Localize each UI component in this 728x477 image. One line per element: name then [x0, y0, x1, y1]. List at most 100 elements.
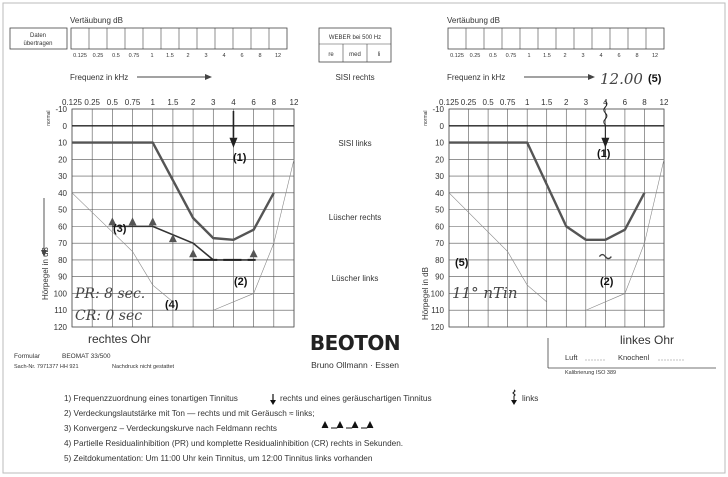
- grid-right-freq-tick: 6: [623, 98, 628, 107]
- noise-masking-mark-left: [598, 253, 612, 260]
- grid-right-freq-tick: 2: [564, 98, 569, 107]
- y-axis-label-left: Hörpegel in dB: [41, 247, 50, 300]
- feldmann-triangle-icon: [189, 249, 198, 258]
- y-arrowhead-left-icon: [41, 250, 47, 257]
- weber-panel: WEBER bei 500 Hz re med li: [318, 27, 392, 63]
- grid-left-freq-tick: 0.5: [107, 98, 119, 107]
- mask-cell-right-freq: 0.75: [506, 53, 517, 59]
- ear-label-right: rechtes Ohr: [88, 332, 151, 346]
- beoton-logo: BEOTON: [310, 331, 401, 355]
- grid-right-guide-left: [448, 192, 547, 303]
- pr-handwriting: PR: 8 sec.: [74, 286, 145, 302]
- grid-right-freq-tick: 4: [603, 98, 608, 107]
- grid-left-freq-tick: 4: [231, 98, 236, 107]
- grid-right-normal-label: normal: [423, 110, 429, 125]
- mask-cell-right-freq: 1: [527, 53, 530, 59]
- grid-left-threshold-curve: [72, 141, 275, 241]
- grid-right-freq-tick: 3: [584, 98, 589, 107]
- audiogram-left-ear: 0.125 0.25 0.5 0.75 1 1.5 2 3 4 6 8 12 -10 0 10 20 30 40 5…: [423, 98, 669, 332]
- formular-value: BEOMAT 33/500: [62, 353, 111, 360]
- feldmann-triangle-icon: [168, 234, 177, 243]
- freq-label-right: Frequenz in kHz: [447, 73, 505, 82]
- feldmann-triangle-icon: [148, 217, 157, 226]
- marker-2-left: (2): [234, 276, 248, 288]
- mask-cell-right-freq: 8: [635, 53, 638, 59]
- ear-label-left: linkes Ohr: [620, 333, 674, 347]
- feldmann-triangle-icon: [249, 249, 258, 258]
- freq-arrowhead-right-icon: [588, 74, 595, 80]
- formular-label: Formular: [14, 353, 41, 360]
- legend: 1) Frequenzzuordnung eines tonartigen Ti…: [64, 389, 538, 463]
- mask-cell-left-freq: 3: [204, 53, 207, 59]
- grid-right-freq-tick: 12: [660, 98, 669, 107]
- grid-left-db-tick: 10: [58, 139, 67, 148]
- grid-right-freq-tick: 8: [642, 98, 647, 107]
- y-axis-label-right: Hörpegel in dB: [421, 267, 430, 320]
- grid-right-freq-tick: 0.125: [439, 98, 460, 107]
- daten-uebertragen-button[interactable]: [9, 27, 68, 50]
- grid-left-freq-tick: 12: [290, 98, 299, 107]
- grid-right-db-tick: 30: [435, 172, 444, 181]
- grid-left-db-tick: 40: [58, 189, 67, 198]
- grid-left-db-tick: 120: [54, 323, 68, 332]
- mask-cell-left-freq: 4: [222, 53, 225, 59]
- weber-li[interactable]: li: [378, 52, 381, 58]
- grid-left-guide-right: [213, 159, 295, 311]
- marker-4-left: (4): [165, 299, 179, 311]
- grid-left-db-tick: 100: [54, 289, 68, 298]
- marker-2-right: (2): [600, 276, 614, 288]
- grid-right-freq-tick: 0.5: [483, 98, 495, 107]
- grid-right-freq-tick: 0.75: [500, 98, 516, 107]
- knochen-label: Knochenl: [618, 353, 650, 362]
- mask-cell-left-freq: 0.25: [93, 53, 104, 59]
- grid-left-db-tick: -10: [55, 105, 67, 114]
- luft-label: Luft: [565, 353, 578, 362]
- legend-line-4: 4) Partielle Residualinhibition (PR) und…: [64, 439, 403, 448]
- grid-right-freq-tick: 0.25: [461, 98, 477, 107]
- grid-left-freq-tick: 0.125: [62, 98, 83, 107]
- grid-right-threshold-curve: [449, 141, 646, 241]
- kalibrierung-note: Kalibrierung ISO 389: [565, 370, 616, 376]
- grid-left-freq-tick: 2: [191, 98, 196, 107]
- grid-left-db-tick: 70: [58, 239, 67, 248]
- time-handwriting-11: 11° nTin: [452, 284, 517, 302]
- grid-right-db-tick: -10: [432, 105, 444, 114]
- weber-med[interactable]: med: [349, 52, 361, 58]
- marker-5-right: (5): [455, 257, 469, 269]
- mask-cell-right-freq: 6: [617, 53, 620, 59]
- mask-cell-left-freq: 6: [240, 53, 243, 59]
- mask-cell-left-freq: 12: [275, 53, 281, 59]
- weber-re[interactable]: re: [328, 52, 334, 58]
- grid-right-db-tick: 10: [435, 139, 444, 148]
- weber-title: WEBER bei 500 Hz: [329, 35, 381, 41]
- mask-cell-right-freq: 0.25: [470, 53, 481, 59]
- grid-left-db-tick: 30: [58, 172, 67, 181]
- grid-right-db-tick: 80: [435, 256, 444, 265]
- daten-label-2: übertragen: [23, 41, 52, 47]
- grid-right-db-tick: 120: [431, 323, 445, 332]
- grid-right-tinnitus-arrowhead-icon: [601, 137, 610, 148]
- grid-left-freq-tick: 0.75: [125, 98, 141, 107]
- mask-cell-left-freq: 8: [258, 53, 261, 59]
- mask-cell-right-freq: 12: [652, 53, 658, 59]
- freq-arrowhead-left-icon: [205, 74, 212, 80]
- mask-cell-left-freq: 1: [150, 53, 153, 59]
- legend-line-1b: rechts und eines geräuschartigen Tinnitu…: [280, 394, 432, 403]
- grid-left-freq-tick: 3: [211, 98, 216, 107]
- grid-left-db-tick: 80: [58, 256, 67, 265]
- mask-cell-right-freq: 2: [563, 53, 566, 59]
- vertaeubung-label-left: Vertäubung dB: [70, 16, 123, 25]
- legend-line-5: 5) Zeitdokumentation: Um 11:00 Uhr kein …: [64, 454, 373, 463]
- grid-right-db-tick: 50: [435, 206, 444, 215]
- grid-left-db-tick: 60: [58, 222, 67, 231]
- mask-cell-right-freq: 0.5: [489, 53, 497, 59]
- grid-left-db-tick: 110: [54, 306, 67, 315]
- grid-right-freq-tick: 1: [525, 98, 530, 107]
- brand-text: Bruno Ollmann · Essen: [311, 360, 399, 370]
- grid-left-freq-tick: 1.5: [167, 98, 179, 107]
- legend-line-1c: links: [522, 394, 538, 403]
- mask-cell-right-freq: 3: [581, 53, 584, 59]
- grid-left-freq-tick: 0.25: [84, 98, 100, 107]
- masking-grid-left: 0.125 0.25 0.5 0.75 1 1.5 2 3 4 6 8 12: [70, 27, 288, 59]
- grid-right-tinnitus-arrow: [603, 100, 608, 156]
